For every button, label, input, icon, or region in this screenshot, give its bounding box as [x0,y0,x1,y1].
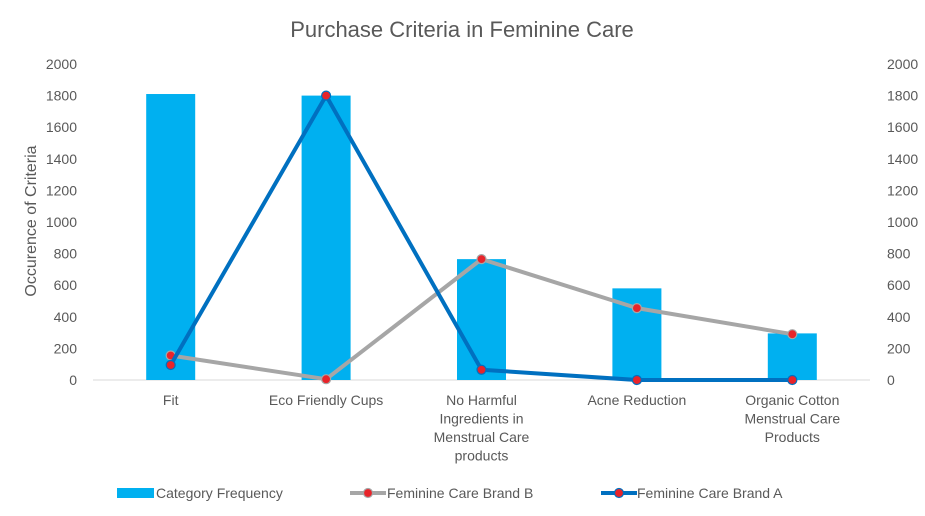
legend-swatch-marker [613,487,625,499]
y-axis-right: 0 200 400 600 800 1000 1200 1400 1600 1800 2000 [887,56,918,388]
category-label: Menstrual Care [744,411,840,427]
chart-title: Purchase Criteria in Feminine Care [290,17,634,42]
legend-swatch-marker [362,487,374,499]
y-tick-label: 400 [54,309,78,325]
line-point [631,303,643,314]
y-tick-label: 1600 [46,119,77,135]
y2-tick-label: 1600 [887,119,918,135]
y2-tick-label: 1800 [887,88,918,104]
y-tick-label: 0 [69,372,77,388]
y2-tick-label: 800 [887,246,911,262]
category-label: Eco Friendly Cups [269,392,383,408]
legend-label: Category Frequency [156,485,283,501]
y-tick-label: 600 [54,277,78,293]
y2-tick-label: 0 [887,372,895,388]
category-label: Menstrual Care [434,429,530,445]
y-tick-label: 1000 [46,214,77,230]
category-label: No Harmful [446,392,517,408]
y2-tick-label: 400 [887,309,911,325]
legend-label: Feminine Care Brand A [637,485,783,501]
y-tick-label: 1200 [46,182,77,198]
line-point [787,374,798,386]
y2-tick-label: 600 [887,277,911,293]
y-tick-label: 1800 [46,88,77,104]
category-label: Fit [163,392,179,408]
category-label: Organic Cotton [745,392,839,408]
y2-tick-label: 1400 [887,151,918,167]
legend: Category Frequency Feminine Care Brand B F… [117,485,783,501]
y-tick-label: 1400 [46,151,77,167]
y-axis-left: 0 200 400 600 800 1000 1200 1400 1600 1800 2000 [46,56,77,388]
y-tick-label: 800 [54,246,78,262]
legend-label: Feminine Care Brand B [387,485,533,501]
line-point [165,359,176,371]
y2-tick-label: 1200 [887,182,918,198]
bar [146,94,196,381]
line-point [476,254,487,265]
y-tick-label: 200 [54,340,78,356]
line-point [321,90,332,101]
line-point [787,329,798,340]
category-label: Products [765,429,820,445]
line-point [631,374,643,386]
y2-tick-label: 1000 [887,214,918,230]
bar [301,95,351,380]
category-label: products [455,448,509,464]
bar [767,333,817,380]
legend-swatch-bar [117,488,154,498]
bar [457,259,506,380]
line-point [321,374,332,385]
y-tick-label: 2000 [46,56,77,72]
y-axis-label: Occurence of Criteria [23,145,40,296]
x-axis-categories: Fit Eco Friendly Cups No Harmful Ingredient… [163,392,840,464]
category-label: Ingredients in [439,411,523,427]
line-point [476,364,487,375]
y2-tick-label: 2000 [887,56,918,72]
category-label: Acne Reduction [587,392,686,408]
y2-tick-label: 200 [887,340,911,356]
line-series [165,90,798,386]
